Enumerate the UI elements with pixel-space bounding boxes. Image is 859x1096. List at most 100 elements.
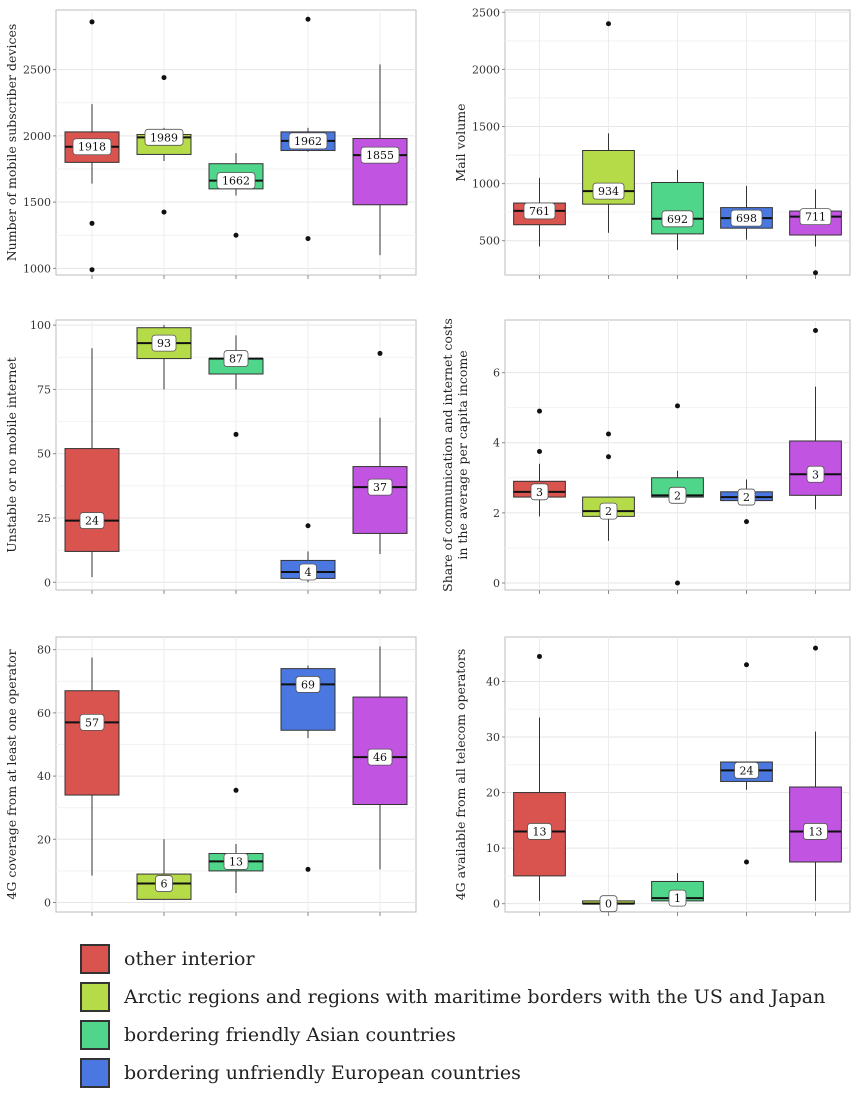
median-label-box — [295, 676, 321, 693]
y-tick-label: 0 — [493, 577, 500, 590]
y-tick-label: 1000 — [472, 178, 500, 191]
y-tick-label: 0 — [493, 898, 500, 911]
box — [582, 149, 635, 205]
legend-swatch — [80, 982, 110, 1012]
box-series: 761 — [513, 177, 566, 247]
median-label: 87 — [229, 353, 243, 366]
median-label-box — [223, 853, 249, 870]
legend-label: bordering friendly Asian countries — [124, 1024, 456, 1046]
box-series: 711 — [789, 189, 842, 276]
y-tick-label: 1000 — [23, 262, 51, 275]
y-axis-label: Share of communication and internet cost… — [440, 318, 455, 592]
outlier-point — [744, 662, 749, 668]
median-label: 24 — [740, 764, 754, 777]
box-series: 3 — [789, 328, 842, 510]
box-series: 57 — [64, 657, 120, 876]
box-series: 37 — [352, 350, 408, 554]
median-label-box — [79, 512, 105, 529]
box-series: 2 — [651, 403, 704, 586]
box-series: 3 — [513, 408, 566, 517]
box-series: 0 — [582, 895, 635, 913]
box-series: 1855 — [352, 64, 408, 256]
outlier-point — [606, 454, 611, 460]
y-tick-label: 80 — [37, 644, 51, 657]
median-label: 0 — [605, 898, 612, 911]
legend-label: Arctic regions and regions with maritime… — [124, 986, 826, 1008]
y-tick-label: 2000 — [23, 130, 51, 143]
median-label-box — [367, 748, 393, 766]
legend-swatch — [80, 944, 110, 974]
box — [64, 690, 120, 796]
median-label: 69 — [301, 678, 315, 691]
median-label-box — [803, 823, 828, 840]
median-label-box — [806, 465, 825, 483]
y-tick-label: 25 — [37, 512, 51, 525]
box-series: 692 — [651, 169, 704, 250]
y-axis-label: Number of mobile subscriber devices — [4, 24, 19, 262]
median-label: 1855 — [366, 149, 394, 162]
box-series: 13 — [789, 645, 842, 901]
box-series: 13 — [513, 653, 566, 901]
outlier-point — [89, 267, 95, 273]
box-series: 2 — [582, 431, 635, 541]
median-label-box — [299, 563, 317, 581]
y-tick-label: 40 — [486, 675, 500, 688]
outlier-point — [537, 653, 542, 659]
median-label: 13 — [809, 825, 823, 838]
median-label: 3 — [536, 486, 543, 499]
median-label-box — [79, 713, 105, 731]
outlier-point — [233, 232, 239, 238]
y-tick-label: 2000 — [472, 63, 500, 76]
y-tick-label: 30 — [486, 731, 500, 744]
legend-label: bordering unfriendly European countries — [124, 1062, 521, 1084]
median-label: 2 — [674, 489, 681, 502]
outlier-point — [305, 16, 311, 22]
median-label-box — [730, 209, 763, 227]
chart-panel: 500 1000 1500 2000 2500 Mail volume 761 934 692 6… — [453, 6, 851, 279]
legend-swatch — [80, 1020, 110, 1050]
median-label: 13 — [229, 855, 243, 868]
median-label-box — [151, 334, 177, 352]
median-label-box — [599, 502, 618, 520]
y-tick-label: 20 — [486, 787, 500, 800]
y-tick-label: 500 — [479, 235, 500, 248]
median-label-box — [530, 483, 549, 501]
median-label: 24 — [85, 515, 99, 528]
median-label: 2 — [605, 505, 612, 518]
median-label-box — [523, 202, 556, 220]
median-label-box — [799, 208, 832, 226]
outlier-point — [675, 580, 680, 586]
box-series: 1662 — [208, 153, 264, 238]
median-label: 1662 — [222, 175, 250, 188]
median-label: 1989 — [150, 131, 178, 144]
y-tick-label: 75 — [37, 383, 51, 396]
legend-item-other-interior: other interior — [80, 940, 840, 978]
y-tick-label: 40 — [37, 770, 51, 783]
median-label: 934 — [598, 185, 619, 198]
median-label: 3 — [812, 468, 819, 481]
y-tick-label: 1500 — [472, 121, 500, 134]
median-label-box — [668, 889, 687, 907]
median-label-box — [360, 146, 400, 164]
outlier-point — [675, 403, 680, 409]
box-series: 6 — [136, 839, 192, 900]
median-label: 57 — [85, 716, 99, 729]
median-label-box — [216, 172, 256, 190]
y-axis-label: 4G available from all telecom operators — [453, 649, 468, 901]
median-label-box — [599, 895, 618, 913]
outlier-point — [233, 787, 239, 793]
outlier-point — [89, 19, 95, 25]
outlier-point — [813, 328, 818, 334]
outlier-point — [233, 431, 239, 437]
median-label-box — [737, 488, 756, 506]
outlier-point — [744, 519, 749, 525]
y-tick-label: 20 — [37, 833, 51, 846]
outlier-point — [305, 866, 311, 872]
y-tick-label: 100 — [30, 319, 51, 332]
box-series: 4 — [280, 523, 336, 583]
y-tick-label: 2 — [493, 507, 500, 520]
outlier-point — [537, 448, 542, 454]
outlier-point — [813, 645, 818, 651]
median-label: 692 — [667, 213, 688, 226]
